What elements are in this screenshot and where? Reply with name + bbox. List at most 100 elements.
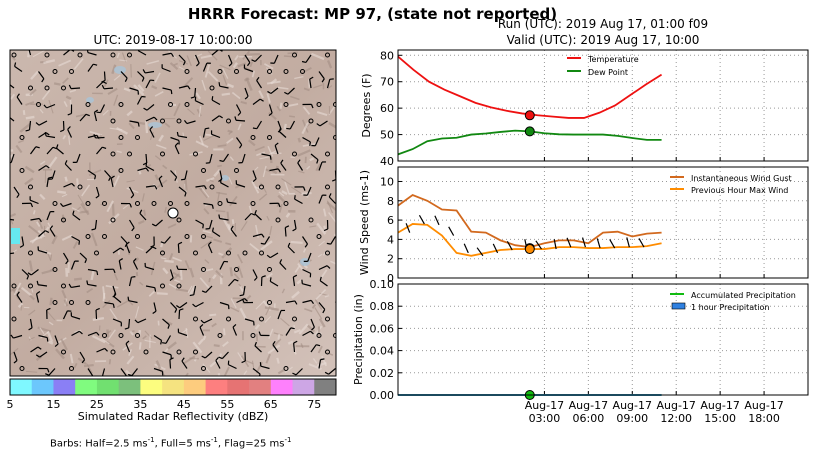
- wind-barb: [38, 120, 48, 126]
- terrain-ridge: [92, 334, 106, 344]
- terrain-ridge: [151, 85, 158, 90]
- terrain-ridge: [48, 321, 54, 326]
- terrain-ridge: [222, 74, 228, 86]
- calm-wind-circle: [168, 201, 173, 206]
- x-tick-label: Aug-17: [700, 399, 739, 412]
- wind-barb: [318, 359, 322, 369]
- calm-wind-circle: [11, 52, 17, 58]
- wind-barb: [256, 120, 263, 130]
- wind-barb-flag: [234, 116, 237, 121]
- terrain-ridge: [200, 239, 213, 249]
- wind-barb: [161, 67, 171, 73]
- y-tick-label: 2: [387, 253, 394, 266]
- timeseries-wind-barb: [581, 237, 587, 248]
- wind-barb: [199, 326, 205, 336]
- calm-wind-circle: [160, 118, 165, 124]
- wind-barb-flag: [10, 334, 14, 339]
- wind-barb: [10, 252, 15, 255]
- wind-barb: [326, 79, 331, 89]
- wind-barb-flag: [45, 373, 50, 376]
- wind-barb: [204, 351, 213, 359]
- calm-wind-circle: [209, 184, 215, 190]
- wind-barb-flag: [293, 274, 298, 278]
- timeseries-wind-barb: [596, 238, 601, 249]
- wind-barb: [120, 368, 127, 376]
- terrain-ridge: [86, 287, 94, 294]
- calm-wind-circle: [184, 201, 190, 206]
- terrain-ridge: [281, 288, 286, 294]
- wind-barb: [302, 268, 311, 274]
- calm-wind-circle: [325, 184, 330, 190]
- calm-wind-circle: [193, 316, 198, 322]
- y-tick-label: 10: [380, 175, 394, 188]
- wind-barb: [113, 296, 122, 303]
- terrain-ridge: [311, 52, 325, 61]
- terrain-ridge: [211, 322, 217, 328]
- wind-barb: [294, 198, 303, 205]
- wind-barb: [318, 194, 323, 204]
- wind-barb-flag: [35, 122, 40, 126]
- wind-barb-flag: [26, 275, 30, 280]
- timeseries-wind-barb: [418, 214, 425, 225]
- calm-wind-circle: [325, 316, 330, 322]
- calm-wind-circle: [201, 366, 206, 371]
- wind-barb: [178, 309, 181, 320]
- colorbar-label: Simulated Radar Reflectivity (dBZ): [77, 410, 269, 423]
- calm-wind-circle: [292, 52, 297, 58]
- wind-barb: [46, 211, 51, 221]
- wind-barb-flag: [95, 195, 100, 199]
- calm-wind-circle: [19, 168, 25, 173]
- colorbar-swatch: [10, 379, 33, 395]
- terrain-ridge: [284, 366, 293, 374]
- terrain-ridge: [217, 372, 221, 376]
- colorbar-tick-label: 55: [220, 398, 234, 411]
- colorbar-tick-label: 75: [307, 398, 321, 411]
- terrain-ridge: [182, 77, 194, 88]
- wind-barb-flag: [27, 272, 32, 276]
- terrain-ridge: [243, 370, 248, 376]
- wind-barb: [87, 169, 96, 176]
- wind-barb: [178, 54, 186, 62]
- wind-barb-flag: [86, 280, 89, 285]
- timeseries-wind-barb: [476, 247, 484, 257]
- wind-barb: [328, 368, 336, 375]
- wind-barb-flag: [202, 224, 204, 229]
- wind-barb: [137, 50, 147, 56]
- calm-wind-circle: [325, 52, 330, 58]
- calm-wind-circle: [61, 217, 66, 223]
- wind-barb: [128, 318, 131, 329]
- calm-wind-circle: [102, 333, 107, 338]
- wind-barb: [318, 302, 326, 310]
- terrain-ridge: [315, 163, 322, 172]
- terrain-ridge: [173, 278, 181, 283]
- terrain-ridge: [178, 60, 189, 65]
- legend-label: Accumulated Precipitation: [691, 291, 796, 300]
- wind-barb: [145, 70, 155, 74]
- terrain-ridge: [207, 70, 219, 82]
- wind-barb: [16, 294, 23, 303]
- wind-barb-flag: [133, 258, 137, 262]
- terrain-ridge: [179, 269, 183, 280]
- wind-barb: [146, 104, 155, 111]
- terrain-ridge: [277, 369, 285, 375]
- wind-barb: [125, 244, 131, 254]
- wind-barb-flag: [285, 225, 290, 229]
- wind-barb-flag: [215, 357, 219, 361]
- wind-barb: [94, 219, 98, 230]
- y-tick-label: 0.10: [370, 278, 395, 291]
- terrain-ridge: [145, 120, 149, 134]
- calm-wind-circle: [11, 283, 17, 289]
- terrain-ridge: [226, 211, 230, 225]
- wind-barb-flag: [81, 359, 86, 364]
- calm-wind-circle: [234, 69, 239, 74]
- terrain-ridge: [29, 236, 42, 243]
- terrain-ridge: [148, 290, 156, 297]
- terrain-ridge: [302, 248, 307, 253]
- wind-barb: [244, 213, 252, 221]
- wind-barb-flag: [190, 96, 195, 99]
- calm-wind-circle: [61, 85, 66, 91]
- wind-barb-flag: [179, 308, 184, 311]
- timeseries-panel: 0 2 4 6 8 10 Wind Speed (ms-1) Instantaneous Wi…: [358, 166, 809, 285]
- terrain-ridge: [183, 355, 196, 365]
- wind-barb: [145, 266, 155, 271]
